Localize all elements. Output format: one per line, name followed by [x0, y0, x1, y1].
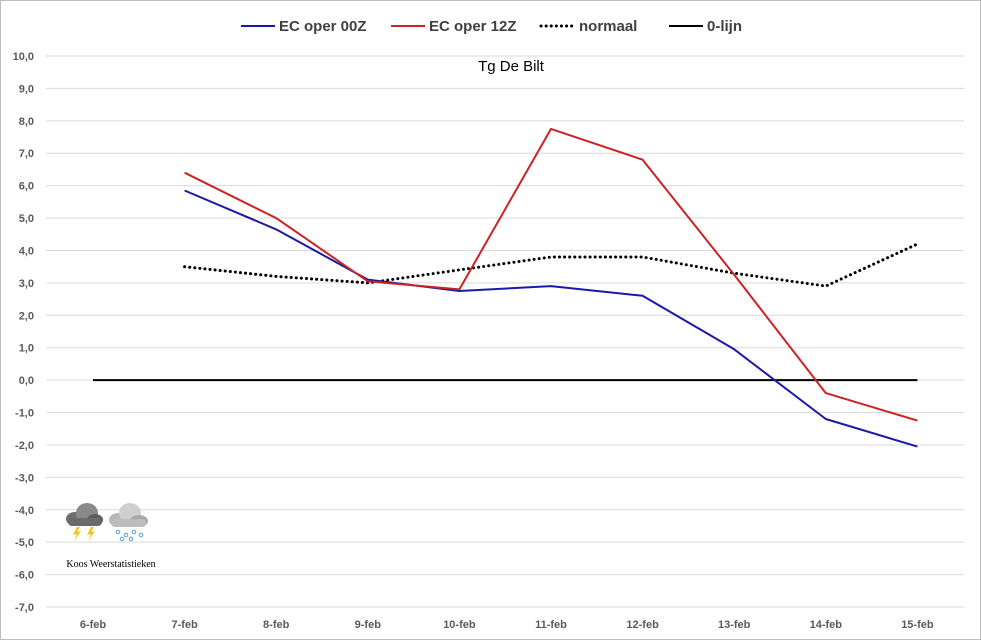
- snow-cloud-icon: [109, 503, 148, 542]
- y-tick-label: -7,0: [15, 602, 34, 614]
- x-tick-label: 10-feb: [443, 619, 476, 631]
- x-tick-label: 8-feb: [263, 619, 290, 631]
- x-axis-ticks: 6-feb 7-feb 8-feb 9-feb 10-feb 11-feb 12-feb 13…: [80, 619, 934, 631]
- series-line-ec-oper-12z: [184, 127, 918, 422]
- legend-label: EC oper 12Z: [429, 18, 517, 35]
- legend-label: normaal: [579, 18, 637, 35]
- chart-title: Tg De Bilt: [478, 58, 545, 75]
- y-tick-label: 6,0: [19, 181, 34, 193]
- y-tick-label: -6,0: [15, 570, 34, 582]
- y-tick-label: 4,0: [19, 245, 34, 257]
- y-axis-ticks: 10,0 9,0 8,0 7,0 6,0 5,0 4,0 3,0 2,0 1,0 0,0 -1,0 -2…: [13, 51, 34, 614]
- x-tick-label: 6-feb: [80, 619, 107, 631]
- x-tick-label: 7-feb: [171, 619, 198, 631]
- y-tick-label: 0,0: [19, 375, 34, 387]
- y-tick-label: 8,0: [19, 116, 34, 128]
- x-tick-label: 9-feb: [355, 619, 382, 631]
- y-tick-label: 10,0: [13, 51, 34, 63]
- x-tick-label: 15-feb: [901, 619, 934, 631]
- gridlines: [46, 55, 964, 608]
- x-tick-label: 13-feb: [718, 619, 751, 631]
- y-tick-label: 9,0: [19, 83, 34, 95]
- y-tick-label: -1,0: [15, 408, 34, 420]
- series-line-normaal: [183, 242, 919, 288]
- y-tick-label: 7,0: [19, 148, 34, 160]
- series-lines: [93, 127, 919, 448]
- x-tick-label: 12-feb: [626, 619, 659, 631]
- legend: EC oper 00Z EC oper 12Z normaal 0-lijn: [241, 18, 742, 35]
- y-tick-label: -2,0: [15, 440, 34, 452]
- x-tick-label: 11-feb: [535, 619, 567, 631]
- y-tick-label: 3,0: [19, 278, 34, 290]
- y-tick-label: -3,0: [15, 472, 34, 484]
- legend-label: 0-lijn: [707, 18, 742, 35]
- y-tick-label: 5,0: [19, 213, 34, 225]
- y-tick-label: -5,0: [15, 537, 34, 549]
- series-line-ec-oper-00z: [184, 189, 918, 448]
- thunderstorm-cloud-icon: [66, 503, 103, 541]
- y-tick-label: 1,0: [19, 343, 34, 355]
- legend-label: EC oper 00Z: [279, 18, 367, 35]
- watermark-text: Koos Weerstatistieken: [66, 559, 155, 570]
- y-tick-label: 2,0: [19, 310, 34, 322]
- y-tick-label: -4,0: [15, 505, 34, 517]
- x-tick-label: 14-feb: [810, 619, 843, 631]
- watermark: Koos Weerstatistieken: [66, 503, 156, 570]
